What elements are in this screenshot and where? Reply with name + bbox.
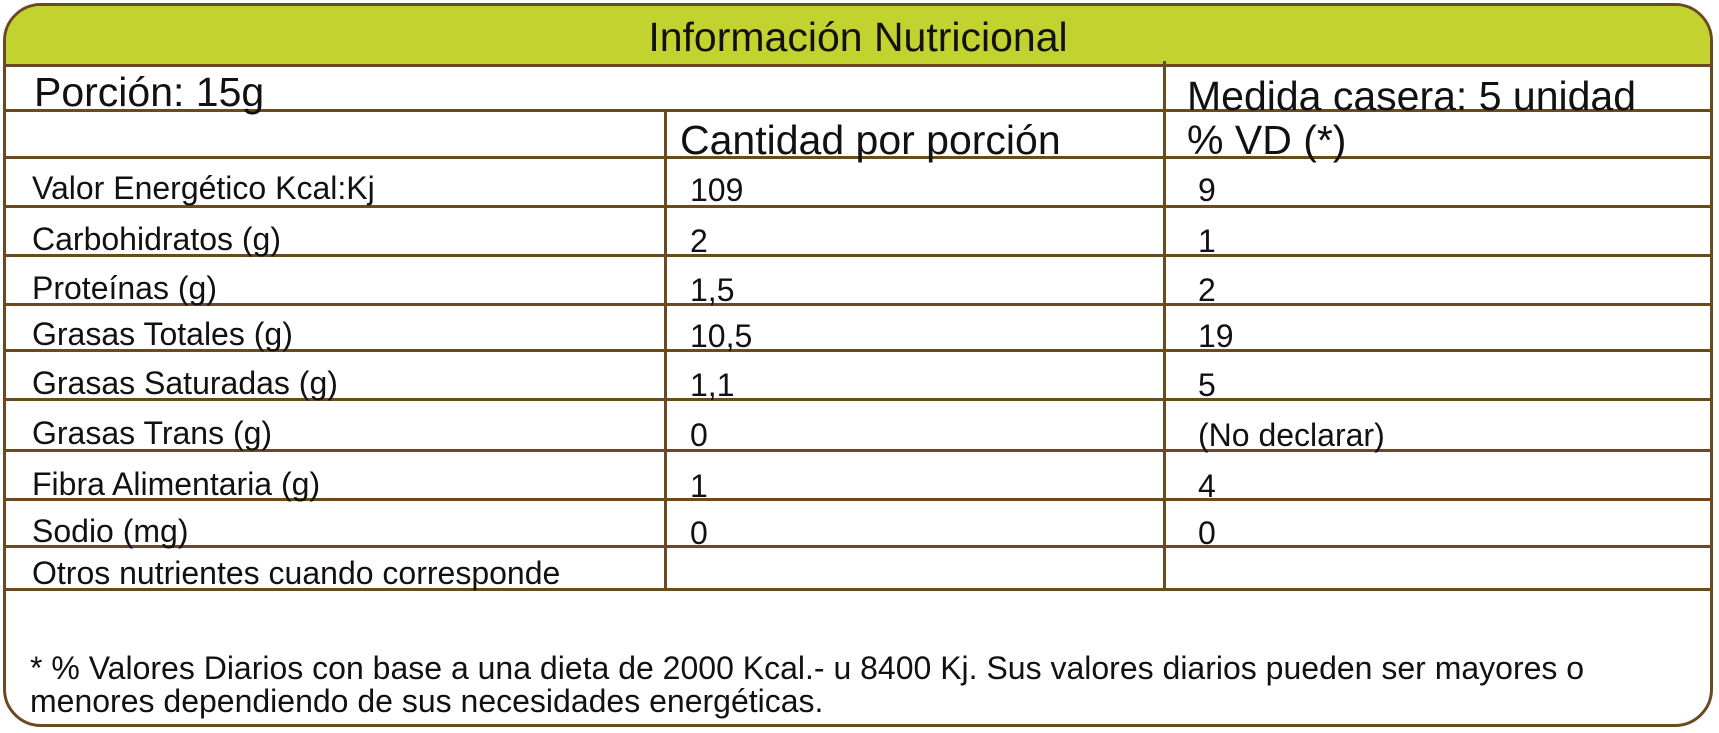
divider-row-4 bbox=[6, 349, 1710, 352]
nutrient-name: Valor Energético Kcal:Kj bbox=[32, 170, 375, 206]
divider-row-7 bbox=[6, 498, 1710, 501]
footnote: * % Valores Diarios con base a una dieta… bbox=[30, 650, 1585, 719]
nutrient-dv: 5 bbox=[1198, 367, 1216, 403]
column-divider-dv bbox=[1163, 61, 1166, 591]
nutrient-amount: 1 bbox=[690, 468, 708, 504]
divider-row-8 bbox=[6, 545, 1710, 548]
household-measure: Medida casera: 5 unidad bbox=[1187, 73, 1637, 119]
nutrient-dv: (No declarar) bbox=[1198, 417, 1385, 453]
divider-row-5 bbox=[6, 398, 1710, 401]
divider-header bbox=[6, 156, 1710, 159]
column-divider-amount bbox=[664, 109, 667, 591]
nutrition-facts-label: Información Nutricional Porción: 15g Med… bbox=[3, 3, 1713, 727]
nutrient-amount: 10,5 bbox=[690, 318, 753, 354]
divider-portion bbox=[6, 109, 1710, 112]
divider-footnote bbox=[6, 588, 1710, 591]
portion-label: Porción: 15g bbox=[34, 69, 265, 115]
divider-row-1 bbox=[6, 205, 1710, 208]
label-title: Información Nutricional bbox=[648, 13, 1068, 60]
nutrient-amount: 1,1 bbox=[690, 367, 735, 403]
nutrient-name: Grasas Saturadas (g) bbox=[32, 365, 338, 401]
header-dv: % VD (*) bbox=[1187, 117, 1347, 163]
nutrient-name: Sodio (mg) bbox=[32, 513, 189, 549]
divider-row-3 bbox=[6, 303, 1710, 306]
nutrient-dv: 19 bbox=[1198, 318, 1234, 354]
title-bar: Información Nutricional bbox=[6, 6, 1710, 67]
divider-row-2 bbox=[6, 254, 1710, 257]
nutrient-name: Grasas Trans (g) bbox=[32, 415, 273, 451]
nutrient-name: Proteínas (g) bbox=[32, 270, 217, 306]
header-amount: Cantidad por porción bbox=[680, 117, 1061, 163]
divider-row-6 bbox=[6, 449, 1710, 452]
nutrient-dv: 0 bbox=[1198, 515, 1216, 551]
nutrient-amount: 109 bbox=[690, 172, 744, 208]
nutrient-dv: 9 bbox=[1198, 172, 1216, 208]
nutrient-amount: 0 bbox=[690, 515, 708, 551]
nutrient-dv: 1 bbox=[1198, 223, 1216, 259]
nutrient-amount: 2 bbox=[690, 223, 708, 259]
nutrient-dv: 2 bbox=[1198, 272, 1216, 308]
nutrient-name: Grasas Totales (g) bbox=[32, 316, 293, 352]
nutrient-name: Fibra Alimentaria (g) bbox=[32, 466, 321, 502]
nutrient-name: Carbohidratos (g) bbox=[32, 221, 281, 257]
nutrient-amount: 0 bbox=[690, 417, 708, 453]
nutrient-name: Otros nutrientes cuando corresponde bbox=[32, 555, 561, 591]
nutrient-dv: 4 bbox=[1198, 468, 1216, 504]
nutrient-amount: 1,5 bbox=[690, 272, 735, 308]
